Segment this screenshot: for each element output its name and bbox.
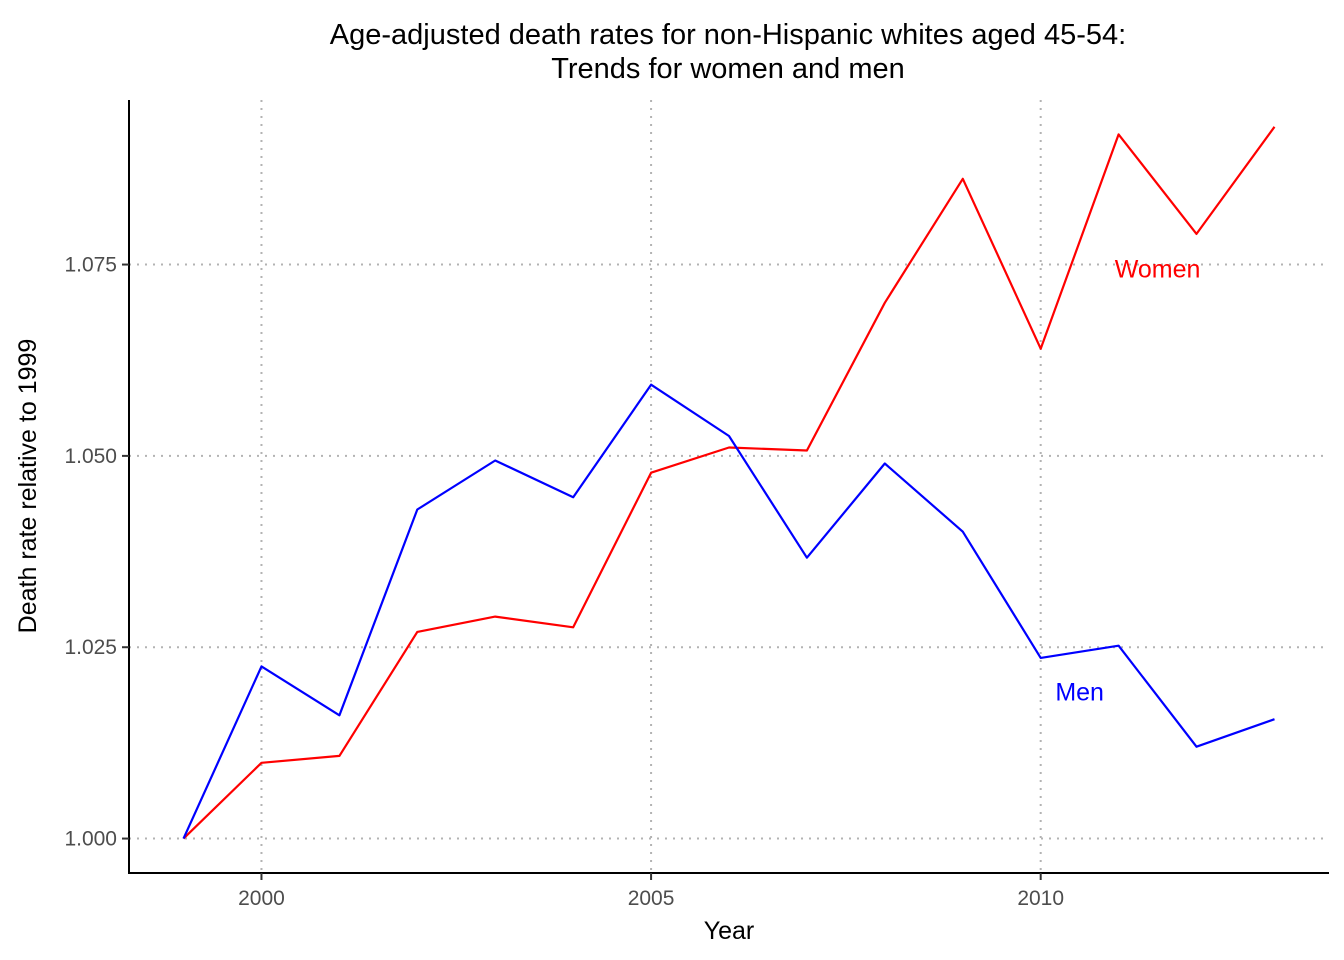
y-tick-label: 1.000 <box>64 828 117 851</box>
series-label-women: Women <box>1115 255 1201 283</box>
series-line-men <box>182 383 1275 840</box>
x-tick-label: 2010 <box>1017 887 1064 910</box>
y-axis-label: Death rate relative to 1999 <box>14 339 42 634</box>
tick-labels: 2000 2005 2010 1.000 1.025 1.050 1.075 <box>64 254 1064 910</box>
x-axis-label: Year <box>704 917 755 945</box>
y-tick-label: 1.075 <box>64 254 117 277</box>
series-labels: Women Men <box>1055 255 1200 706</box>
series-line-women <box>182 126 1276 840</box>
x-tick-label: 2000 <box>238 887 285 910</box>
chart-subtitle: Trends for women and men <box>551 53 905 85</box>
x-tick-label: 2005 <box>628 887 675 910</box>
y-tick-label: 1.050 <box>64 445 117 468</box>
y-tick-label: 1.025 <box>64 636 117 659</box>
series-label-men: Men <box>1055 679 1104 707</box>
axes <box>128 100 1329 874</box>
chart-title: Age-adjusted death rates for non-Hispani… <box>330 19 1126 51</box>
grid <box>129 100 1329 873</box>
series-lines <box>182 126 1276 840</box>
